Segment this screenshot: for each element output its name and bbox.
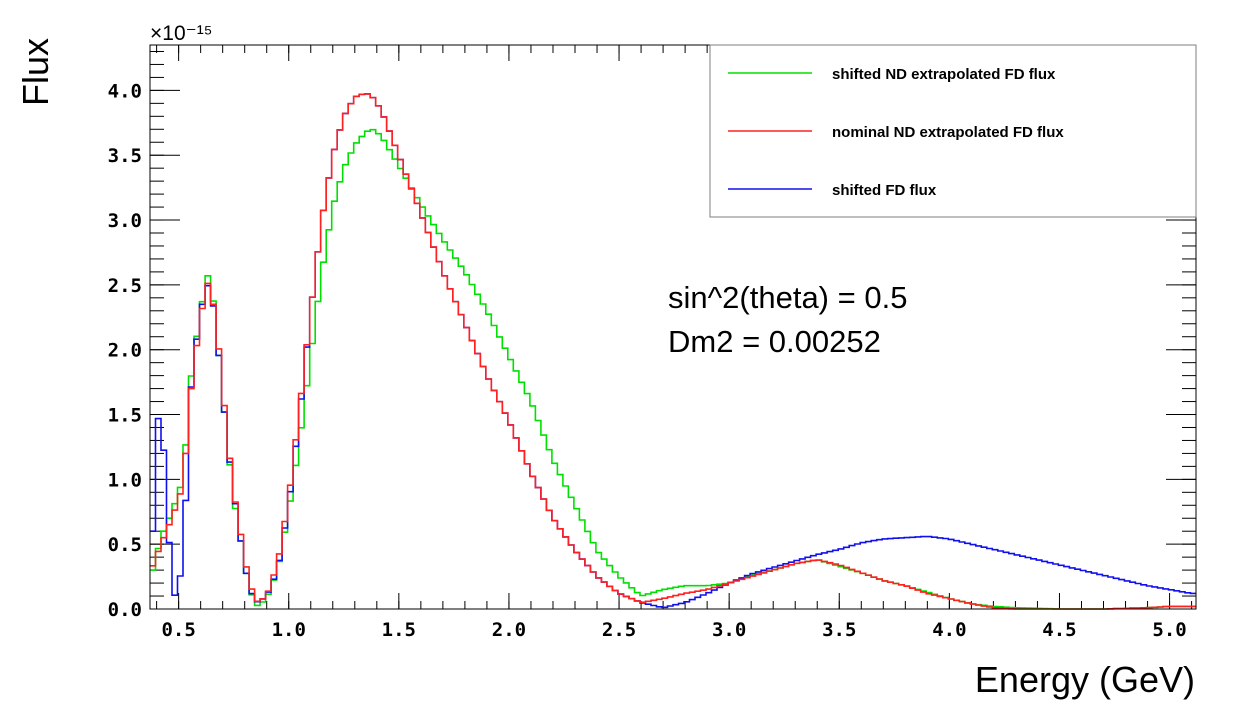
y-tick-label: 0.5 (108, 534, 142, 556)
y-tick-label: 0.0 (108, 599, 142, 621)
series-line-0 (150, 128, 1196, 610)
x-tick-label: 3.0 (712, 619, 746, 641)
annotation-sin2theta: sin^2(theta) = 0.5 (668, 280, 907, 315)
y-tick-label: 3.5 (108, 145, 142, 167)
x-tick-label: 5.0 (1152, 619, 1186, 641)
legend: shifted ND extrapolated FD flux nominal … (709, 44, 1197, 218)
y-tick-label: 2.5 (108, 275, 142, 297)
x-tick-label: 3.5 (822, 619, 856, 641)
series-line-1 (150, 93, 1196, 610)
x-tick-label: 0.5 (161, 619, 195, 641)
x-tick-label: 4.5 (1042, 619, 1076, 641)
x-tick-label: 1.0 (272, 619, 306, 641)
legend-label-shifted-fd: shifted FD flux (832, 182, 937, 199)
y-tick-label: 1.0 (108, 469, 142, 491)
plot-frame (149, 44, 1197, 610)
x-tick-label: 2.5 (602, 619, 636, 641)
y-tick-label: 4.0 (108, 80, 142, 102)
legend-label-shifted-nd: shifted ND extrapolated FD flux (832, 66, 1056, 83)
y-exponent-label: ×10⁻¹⁵ (150, 22, 212, 45)
tick-labels-layer: 0.5 1.0 1.5 2.0 2.5 3.0 3.5 4.0 4.5 5.0 0.0 0.5 1.0 1… (108, 80, 1187, 641)
series-layer (150, 93, 1196, 610)
x-axis-title: Energy (GeV) (975, 659, 1195, 700)
y-tick-label: 1.5 (108, 405, 142, 427)
annotation-dm2: Dm2 = 0.00252 (668, 324, 881, 359)
x-tick-label: 2.0 (492, 619, 526, 641)
y-axis-title: Flux (15, 38, 56, 106)
x-tick-label: 4.0 (932, 619, 966, 641)
y-tick-label: 3.0 (108, 210, 142, 232)
y-tick-label: 2.0 (108, 340, 142, 362)
legend-label-nominal-nd: nominal ND extrapolated FD flux (832, 124, 1064, 141)
axis-ticks-layer (150, 45, 1196, 610)
x-tick-label: 1.5 (382, 619, 416, 641)
